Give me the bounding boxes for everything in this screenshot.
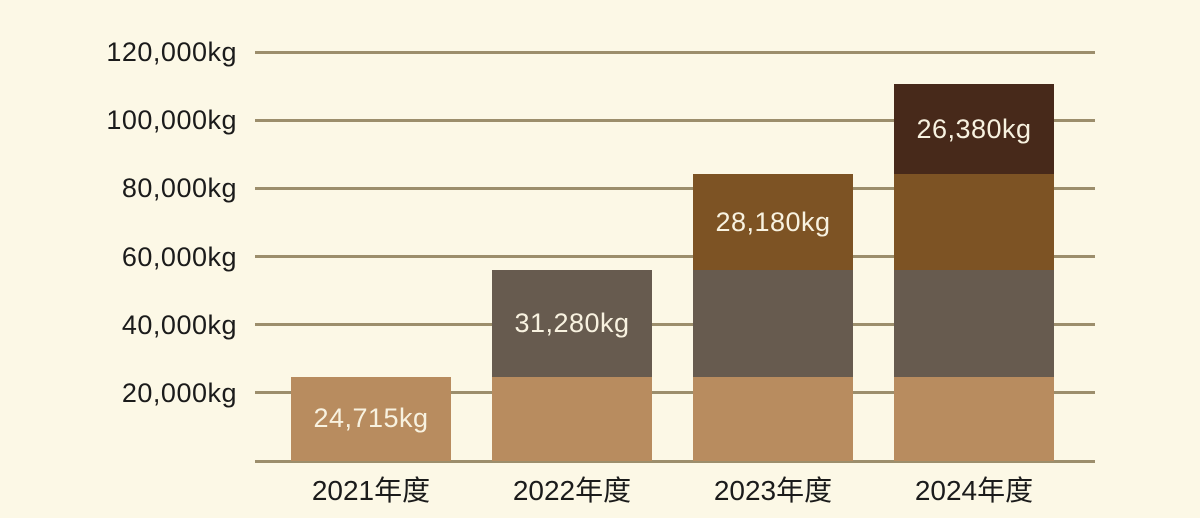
bar-segment-2024年度: 26,380kg: [894, 84, 1054, 175]
x-axis-label-2022年度: 2022年度: [512, 475, 632, 506]
bar-segment-2021年度: [894, 376, 1054, 461]
y-tick-label: 60,000kg: [121, 241, 237, 272]
gridline-60000: [255, 255, 1095, 258]
bar-segment-2023年度: 28,180kg: [693, 174, 853, 271]
bar-value-label: 24,715kg: [313, 403, 429, 434]
x-axis-line: [255, 459, 1095, 463]
gridline-40000: [255, 323, 1095, 327]
bar-value-label: 31,280kg: [514, 307, 630, 338]
bar-2021年度: 24,715kg: [291, 376, 451, 461]
bar-segment-2022年度: 31,280kg: [492, 270, 652, 377]
bar-2023年度: 28,180kg: [693, 174, 853, 461]
x-axis-label-2021年度: 2021年度: [311, 475, 431, 506]
bar-segment-2021年度: 24,715kg: [291, 376, 451, 461]
bar-segment-2021年度: [693, 376, 853, 461]
x-axis-label-2024年度: 2024年度: [914, 475, 1034, 506]
bar-segment-2022年度: [894, 270, 1054, 377]
bar-segment-2023年度: [894, 174, 1054, 271]
bar-segment-2022年度: [693, 270, 853, 377]
gridline-80000: [255, 186, 1095, 190]
y-tick-label: 20,000kg: [121, 377, 237, 408]
y-tick-label: 80,000kg: [121, 173, 237, 204]
bar-segment-2021年度: [492, 376, 652, 461]
y-tick-label: 40,000kg: [121, 309, 237, 340]
plot-area: 24,715kg 2021年度 31,280kg 2022年度 28,180kg 2023…: [255, 0, 1095, 518]
bar-2022年度: 31,280kg: [492, 270, 652, 461]
gridline-120000: [255, 50, 1095, 54]
bar-value-label: 28,180kg: [715, 206, 831, 237]
bar-value-label: 26,380kg: [916, 113, 1032, 144]
x-axis-label-2023年度: 2023年度: [713, 475, 833, 506]
y-tick-label: 100,000kg: [106, 105, 237, 136]
bar-2024年度: 26,380kg: [894, 84, 1054, 461]
y-axis: 20,000kg 40,000kg 60,000kg 80,000kg 100,000k…: [0, 0, 237, 518]
y-tick-label: 120,000kg: [106, 37, 237, 67]
gridline-100000: [255, 118, 1095, 122]
gridline-20000: [255, 391, 1095, 395]
